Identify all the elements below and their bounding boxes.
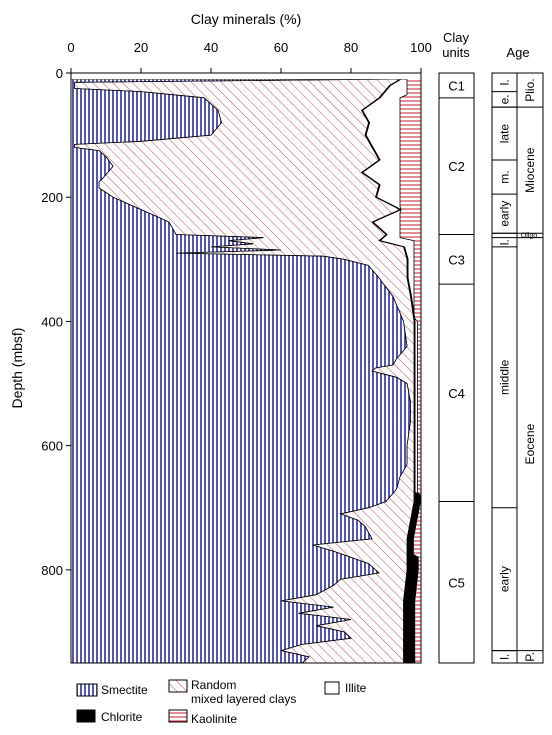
clay-unit-C4: C4 — [448, 386, 465, 401]
clay-unit-C1: C1 — [448, 78, 465, 93]
legend-label-illite: Illite — [345, 681, 367, 695]
clay-units-header-2: units — [442, 45, 470, 60]
age-sub-early: early — [498, 566, 512, 592]
clay-units-column: C1 C2 C3 C4 C5 — [438, 72, 475, 664]
x-tick-label-0: 0 — [67, 40, 74, 55]
y-tick-label-800: 800 — [41, 563, 63, 578]
legend-label-mixed: Random — [191, 678, 236, 692]
x-tick-label-60: 60 — [274, 40, 288, 55]
age-sub-late: late — [498, 124, 512, 144]
legend-swatch-smectite — [76, 683, 98, 697]
age-sub-early: early — [498, 201, 512, 227]
legend-swatch-kaolinite — [168, 709, 188, 723]
plot-area — [71, 73, 421, 663]
clay-unit-C2: C2 — [448, 159, 465, 174]
legend-swatch-chlorite — [76, 709, 96, 723]
legend-label-kaolinite: Kaolinite — [191, 712, 237, 726]
x-axis: 0 20 40 60 80 100 — [67, 40, 432, 73]
x-tick-label-40: 40 — [204, 40, 218, 55]
epoch-Oligo.: Oligo. — [521, 232, 539, 239]
clay-units-header-1: Clay — [443, 30, 470, 45]
x-axis-label: Clay minerals (%) — [191, 11, 301, 27]
clay-unit-C5: C5 — [448, 575, 465, 590]
x-tick-label-20: 20 — [134, 40, 148, 55]
y-tick-label-200: 200 — [41, 190, 63, 205]
age-sub-l.: l. — [498, 79, 512, 85]
epoch-Plio.: Plio. — [523, 78, 537, 101]
age-header: Age — [506, 45, 529, 60]
epoch-Eocene: Eocene — [523, 423, 537, 464]
y-tick-label-0: 0 — [56, 66, 63, 81]
clay-unit-C3: C3 — [448, 252, 465, 267]
legend-label-chlorite: Chlorite — [101, 710, 143, 724]
area-kaolinite — [400, 79, 421, 663]
age-sub-middle: middle — [498, 359, 512, 395]
top-blank-strip — [71, 73, 421, 80]
age-sub-l.: l. — [498, 654, 512, 660]
legend: Smectite Random mixed layered clays Illi… — [76, 678, 367, 726]
epoch-Miocene: Miocene — [523, 147, 537, 193]
x-tick-label-80: 80 — [344, 40, 358, 55]
legend-swatch-illite — [324, 681, 340, 695]
plot-frame — [70, 72, 422, 664]
x-tick-label-100: 100 — [410, 40, 432, 55]
legend-label-smectite: Smectite — [101, 683, 148, 697]
area-smectite — [71, 78, 411, 663]
age-sub-e.: e. — [498, 94, 512, 104]
y-tick-label-400: 400 — [41, 314, 63, 329]
age-column: l. e. late m. early l. middle early l. Plio. Mioce… — [491, 72, 544, 664]
y-axis-label: Depth (mbsf) — [9, 328, 25, 409]
legend-label-mixed-2: mixed layered clays — [191, 692, 296, 706]
age-sub-l.: l. — [498, 239, 512, 245]
y-axis: 0 200 400 600 800 — [41, 66, 71, 578]
age-sub-m.: m. — [498, 170, 512, 183]
epoch-P.: P. — [523, 652, 537, 662]
y-tick-label-600: 600 — [41, 439, 63, 454]
legend-swatch-mixed — [168, 679, 188, 693]
